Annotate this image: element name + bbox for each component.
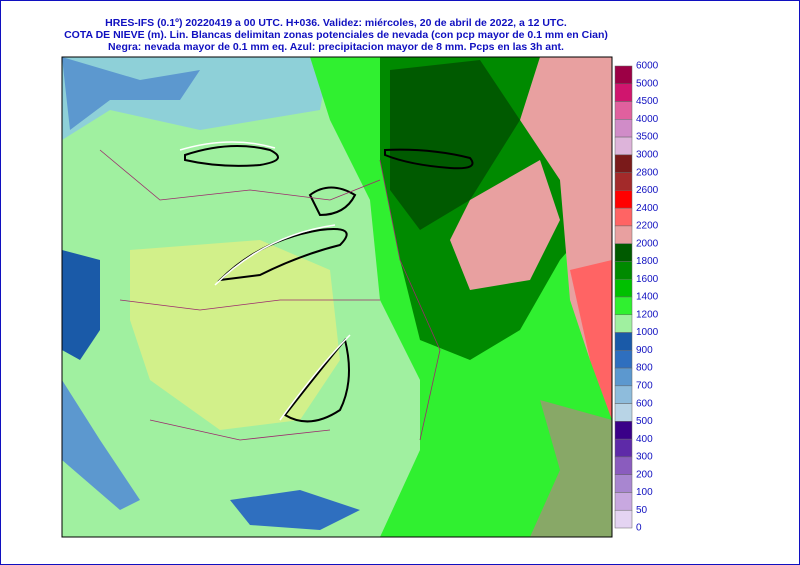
colorbar-box: [614, 332, 633, 351]
colorbar-box: [614, 296, 633, 316]
colorbar-box: [614, 172, 633, 191]
colorbar-box: [614, 243, 633, 262]
colorbar-label: 0: [636, 523, 642, 534]
colorbar-box: [614, 65, 633, 85]
colorbar-box: [614, 492, 633, 511]
colorbar-box: [614, 154, 633, 173]
colorbar-label: 300: [636, 452, 653, 463]
colorbar-box: [614, 385, 633, 404]
colorbar-box: [614, 403, 633, 422]
colorbar-label: 400: [636, 434, 653, 445]
colorbar: 6000500045004000350030002800260024002200…: [614, 61, 659, 534]
colorbar-label: 1600: [636, 274, 659, 285]
colorbar-box: [614, 101, 633, 120]
colorbar-label: 2800: [636, 167, 659, 178]
colorbar-box: [614, 278, 633, 298]
colorbar-label: 2000: [636, 238, 659, 249]
colorbar-box: [614, 509, 633, 529]
map: [61, 56, 613, 538]
colorbar-box: [614, 83, 633, 102]
colorbar-box: [614, 350, 633, 369]
colorbar-box: [614, 225, 633, 244]
colorbar-box: [614, 421, 633, 440]
colorbar-label: 500: [636, 416, 653, 427]
colorbar-box: [614, 367, 633, 387]
colorbar-label: 3000: [636, 149, 659, 160]
colorbar-box: [614, 207, 633, 227]
title-line: HRES-IFS (0.1º) 20220419 a 00 UTC. H+036…: [105, 17, 567, 29]
colorbar-box: [614, 314, 633, 333]
colorbar-label: 800: [636, 363, 653, 374]
colorbar-label: 2600: [636, 185, 659, 196]
colorbar-label: 1000: [636, 327, 659, 338]
colorbar-label: 100: [636, 487, 653, 498]
colorbar-label: 3500: [636, 132, 659, 143]
colorbar-label: 5000: [636, 78, 659, 89]
colorbar-box: [614, 136, 633, 156]
colorbar-label: 4000: [636, 114, 659, 125]
colorbar-box: [614, 119, 633, 138]
colorbar-label: 1400: [636, 292, 659, 303]
map-border: [61, 56, 613, 538]
colorbar-box: [614, 456, 633, 475]
colorbar-label: 4500: [636, 96, 659, 107]
colorbar-box: [614, 190, 633, 209]
colorbar-label: 900: [636, 345, 653, 356]
colorbar-box: [614, 474, 633, 493]
colorbar-label: 2200: [636, 221, 659, 232]
colorbar-label: 1200: [636, 309, 659, 320]
title-line: COTA DE NIEVE (m). Lin. Blancas delimita…: [64, 29, 608, 41]
colorbar-label: 600: [636, 398, 653, 409]
colorbar-label: 6000: [636, 61, 659, 72]
colorbar-box: [614, 261, 633, 280]
colorbar-label: 200: [636, 469, 653, 480]
colorbar-box: [614, 438, 633, 458]
colorbar-label: 700: [636, 380, 653, 391]
colorbar-label: 1800: [636, 256, 659, 267]
colorbar-label: 50: [636, 505, 648, 516]
colorbar-label: 2400: [636, 203, 659, 214]
title-line: Negra: nevada mayor de 0.1 mm eq. Azul: …: [108, 41, 564, 53]
